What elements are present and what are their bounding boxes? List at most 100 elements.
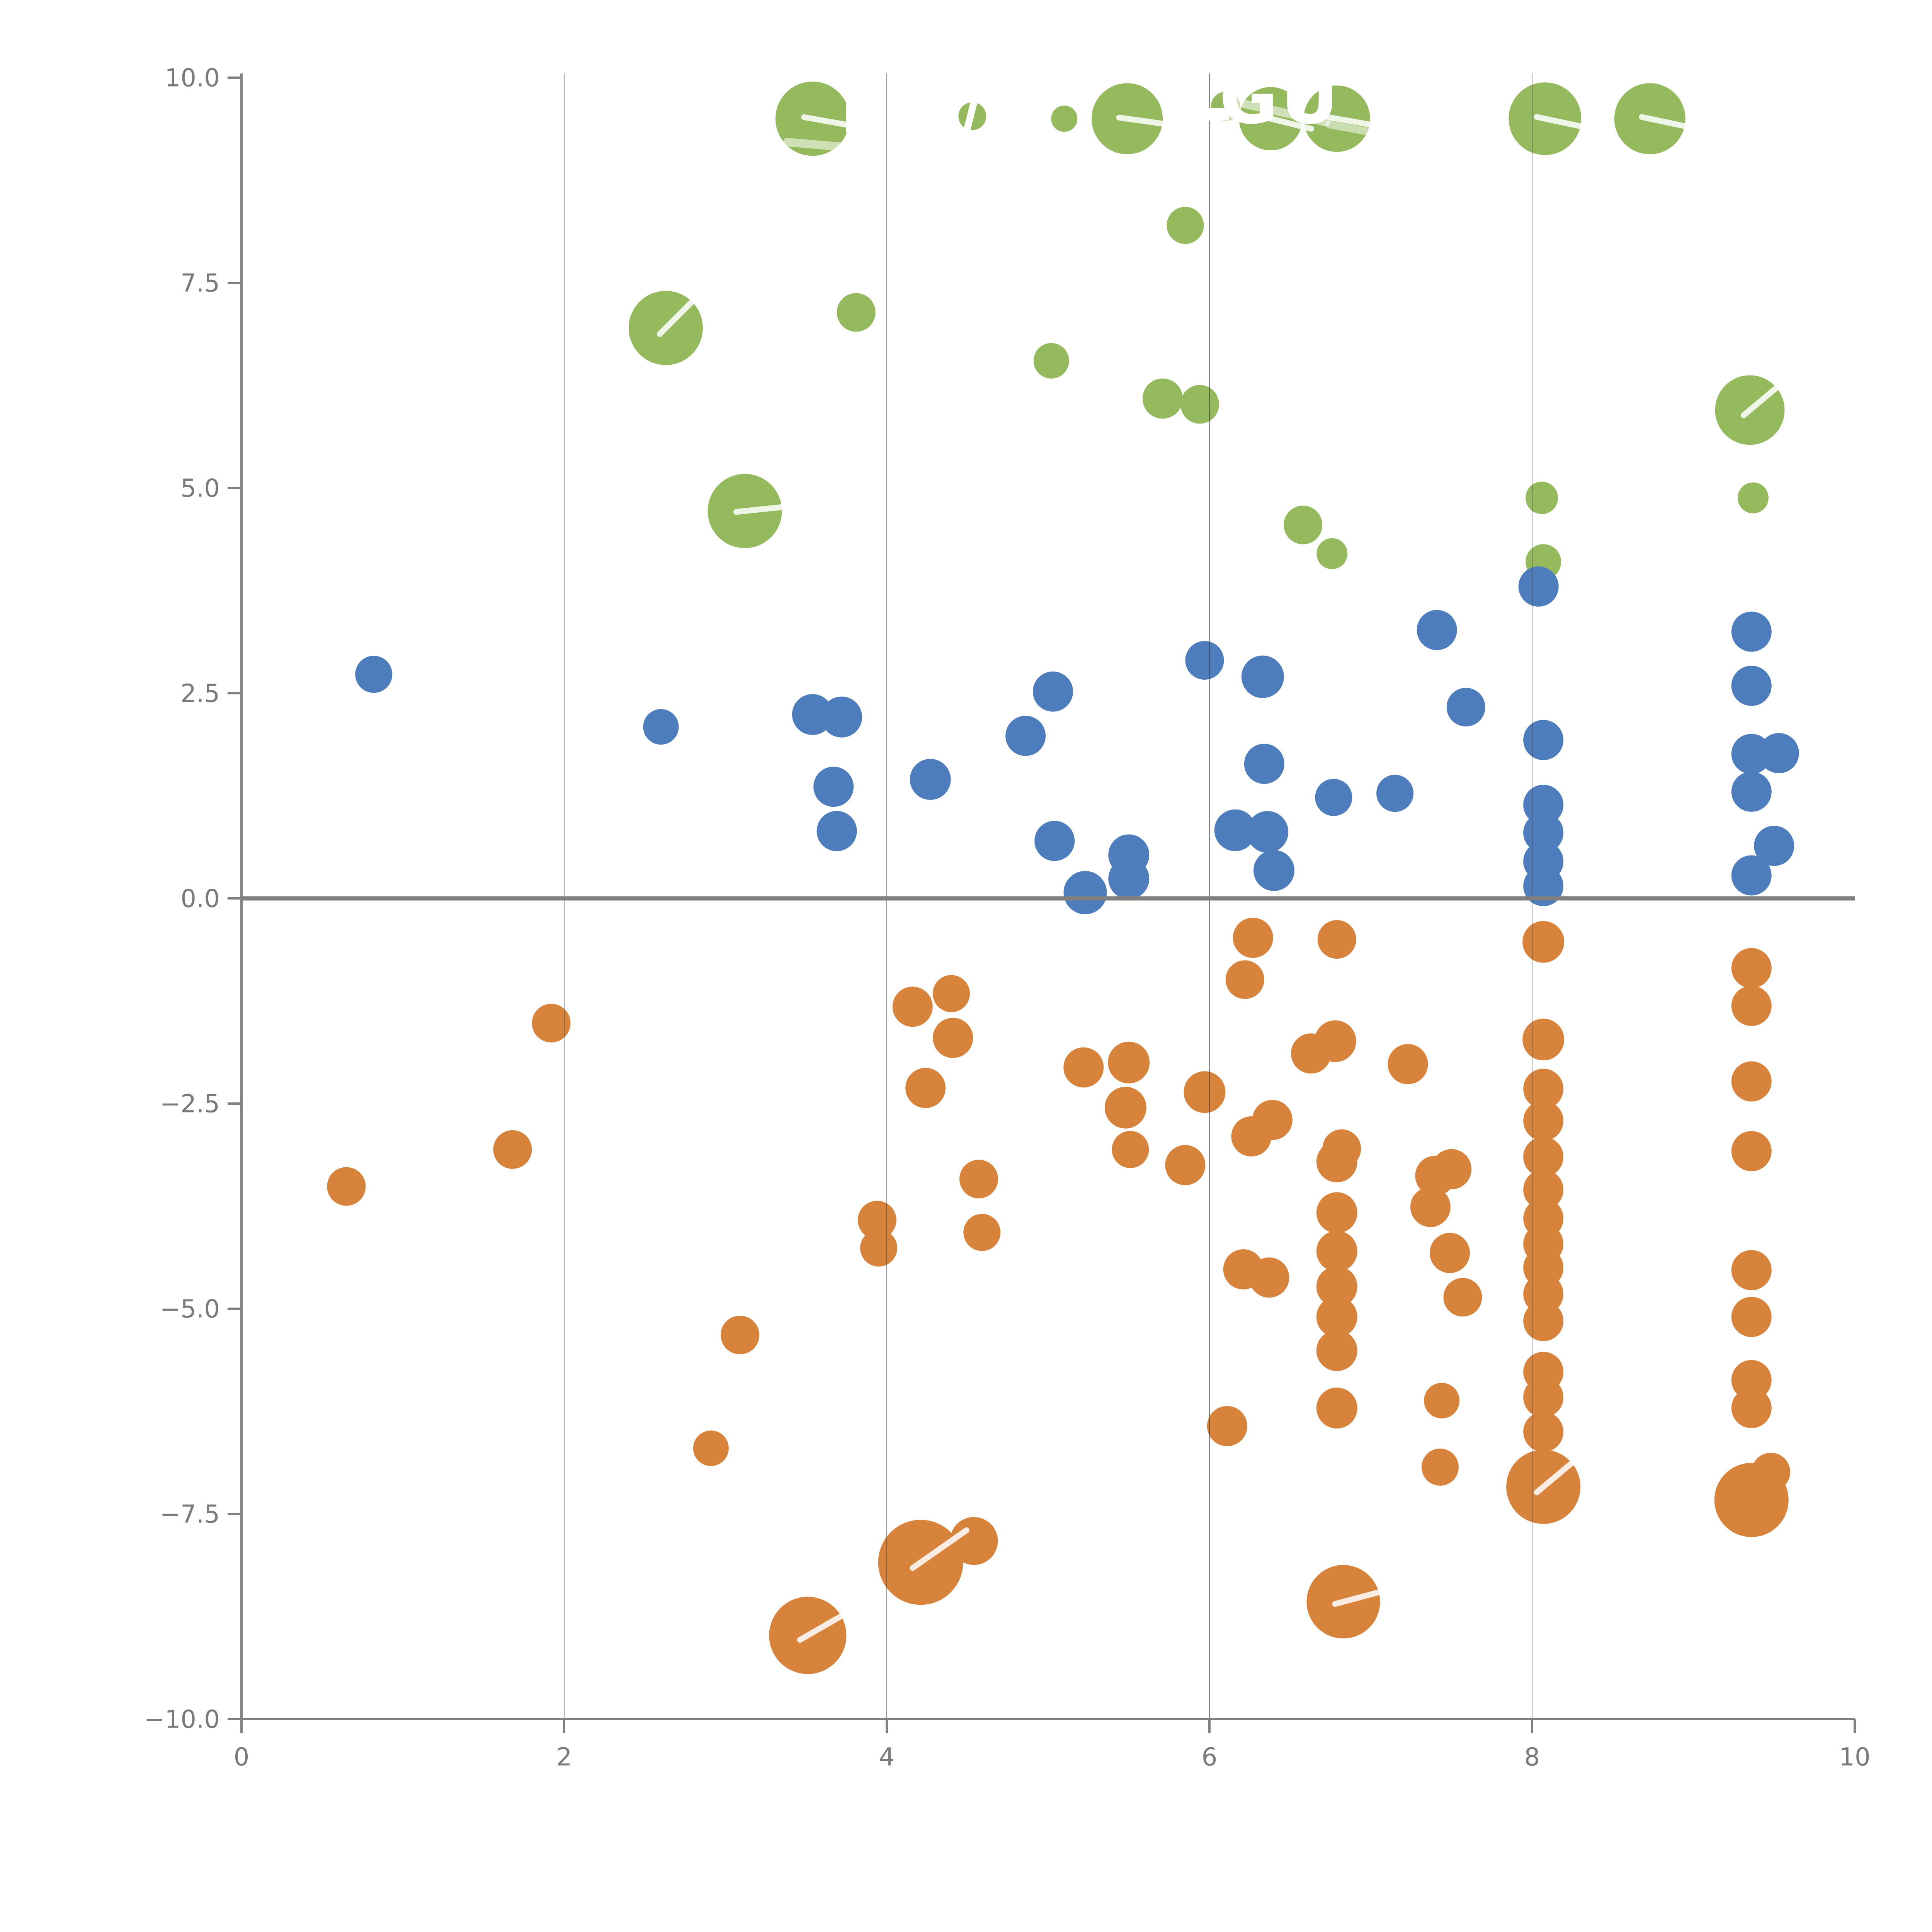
data-point-green <box>1526 481 1558 514</box>
data-point-orange <box>1523 1100 1564 1141</box>
y-tick-label: −7.5 <box>160 1500 220 1529</box>
data-point-orange <box>1731 1131 1772 1172</box>
bubble-slash <box>733 503 796 515</box>
data-point-blue <box>1253 850 1294 891</box>
data-point-blue <box>1523 813 1564 853</box>
data-point-blue <box>1315 779 1352 816</box>
data-point-green <box>1051 105 1078 132</box>
data-point-green <box>837 293 876 332</box>
data-point-orange <box>1316 1296 1357 1338</box>
data-point-green <box>1142 378 1183 419</box>
y-tick-label: −5.0 <box>160 1295 220 1323</box>
watermark-text: GU <box>1219 56 1341 140</box>
data-point-orange <box>1184 1071 1226 1113</box>
data-point-orange <box>905 1068 946 1108</box>
y-axis: 10.0 7.5 5.0 2.5 0.0 −2.5 −5.0 −7.5 −10.0 <box>144 64 242 1734</box>
data-point-orange <box>1314 1020 1356 1062</box>
bubble-slash <box>797 1607 855 1643</box>
data-point-blue <box>1063 871 1107 915</box>
data-point-orange <box>1523 1068 1564 1109</box>
data-point-blue <box>1446 688 1485 727</box>
data-point-blue <box>1523 866 1564 906</box>
bubble-slash <box>1741 378 1788 418</box>
x-axis: 0 2 4 6 8 10 <box>234 1719 1871 1772</box>
watermark-stripe <box>954 148 1000 160</box>
data-point-blue <box>1214 809 1256 851</box>
data-point-blue <box>1523 720 1564 760</box>
y-tick-label: 7.5 <box>180 269 220 298</box>
data-point-blue <box>1518 566 1559 607</box>
data-point-orange <box>1233 918 1273 958</box>
data-point-orange <box>1252 1100 1293 1140</box>
data-point-orange <box>1431 1149 1472 1189</box>
data-point-orange <box>1714 1463 1789 1537</box>
data-point-blue <box>1241 655 1284 698</box>
data-point-orange <box>1207 1406 1247 1446</box>
y-tick-label: −10.0 <box>144 1705 220 1734</box>
data-point-orange <box>1731 1360 1772 1400</box>
data-point-orange <box>860 1229 898 1267</box>
data-point-blue <box>1005 716 1046 756</box>
watermark-stripe <box>784 170 847 183</box>
data-point-orange <box>1249 1257 1289 1298</box>
data-point-blue <box>1523 784 1564 825</box>
watermark-letter-fragment <box>1192 108 1229 121</box>
data-point-orange <box>721 1316 760 1354</box>
data-point-blue <box>1376 775 1414 812</box>
x-tick-label: 4 <box>879 1743 895 1772</box>
data-point-blue <box>1754 826 1794 866</box>
x-tick-label: 8 <box>1524 1743 1540 1772</box>
y-tick-label: 10.0 <box>165 64 220 92</box>
data-point-green <box>1033 343 1069 379</box>
data-point-blue <box>1417 610 1457 650</box>
data-point-orange <box>1522 921 1565 963</box>
data-point-orange <box>1731 948 1772 988</box>
bubble-slash <box>1326 114 1383 129</box>
data-point-orange <box>1731 1250 1772 1291</box>
data-point-blue <box>821 696 862 738</box>
data-point-orange <box>1063 1047 1104 1088</box>
data-point-blue <box>1247 811 1289 853</box>
x-tick-label: 6 <box>1202 1743 1218 1772</box>
data-point-orange <box>327 1167 366 1206</box>
data-point-green <box>1167 207 1204 244</box>
data-point-orange <box>1523 1137 1564 1177</box>
x-tick-label: 2 <box>556 1743 572 1772</box>
data-point-blue <box>1731 665 1772 706</box>
data-point-orange <box>1317 920 1356 959</box>
data-point-orange <box>933 975 970 1012</box>
data-point-orange <box>1731 1388 1772 1428</box>
data-point-blue <box>910 759 951 800</box>
data-point-blue <box>813 767 854 807</box>
data-point-green <box>1180 385 1219 424</box>
data-point-blue <box>1759 733 1799 774</box>
data-point-orange <box>1731 1061 1772 1102</box>
data-point-orange <box>1523 1377 1564 1418</box>
data-point-green <box>1316 538 1348 569</box>
y-tick-label: 0.0 <box>180 884 220 913</box>
data-point-blue <box>1034 821 1075 861</box>
data-point-orange <box>1523 1301 1564 1341</box>
data-point-blue <box>1731 611 1772 652</box>
data-point-orange <box>1316 1330 1357 1371</box>
watermark-stripe <box>1325 121 1382 137</box>
data-point-blue <box>816 811 857 851</box>
bubble-slash <box>1639 114 1699 131</box>
x-tick-label: 0 <box>234 1743 250 1772</box>
watermark-letter-fragment <box>963 94 980 131</box>
data-point-orange <box>1731 1297 1772 1337</box>
bubble-slash <box>656 290 703 337</box>
data-point-blue <box>1108 858 1150 899</box>
bubble-slash <box>1116 114 1177 128</box>
data-point-orange <box>1225 960 1264 999</box>
data-point-blue <box>643 709 679 745</box>
bubble-slash <box>1534 114 1595 132</box>
data-point-orange <box>1165 1145 1206 1185</box>
data-point-orange <box>1316 1388 1357 1429</box>
bubble-slash <box>1534 1452 1584 1495</box>
data-point-orange <box>1443 1278 1482 1317</box>
data-point-orange <box>693 1430 729 1466</box>
watermark-fragments <box>846 88 1229 133</box>
data-point-orange <box>493 1130 532 1169</box>
